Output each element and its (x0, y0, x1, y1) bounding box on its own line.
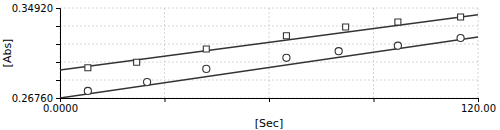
axis-line (61, 99, 479, 103)
tick (56, 80, 60, 81)
tick-mark (56, 8, 60, 9)
square-point (85, 65, 91, 71)
tick: 120.00 (461, 98, 496, 114)
tick-label: 0.0000 (43, 103, 78, 114)
grid-line-x (269, 8, 270, 98)
circle-point (394, 42, 401, 49)
square-point (395, 19, 401, 25)
grid-line-y (60, 26, 478, 27)
grid-line-x (373, 8, 374, 98)
tick (56, 26, 60, 27)
trend-line (60, 15, 478, 70)
tick-mark (478, 98, 479, 102)
x-axis-title: [Sec] (255, 117, 283, 130)
tick-label: 0.26760 (12, 93, 53, 104)
tick-mark (56, 98, 60, 99)
marks (60, 14, 478, 98)
trend-line (60, 37, 478, 98)
square-point (203, 46, 209, 52)
y-axis: 0.26760 0.34920 (12, 3, 61, 104)
tick-mark (56, 44, 60, 45)
grid-line-y (60, 80, 478, 81)
tick: 0.34920 (12, 3, 60, 14)
square-point (134, 59, 140, 65)
square-point (283, 33, 289, 39)
tick (374, 98, 375, 102)
plot: 0.0000 120.00 0.26760 0.34920 (12, 3, 496, 114)
tick (165, 98, 166, 102)
tick (56, 44, 60, 45)
grid-line-x (164, 8, 165, 98)
circle-point (335, 48, 342, 55)
x-axis: 0.0000 120.00 (43, 98, 496, 114)
tick-mark (56, 62, 60, 63)
tick-mark (165, 98, 166, 102)
circle-point (84, 87, 91, 94)
tick-label: 120.00 (461, 103, 496, 114)
tick: 0.26760 (12, 93, 60, 104)
tick-label: 0.34920 (12, 3, 53, 14)
grid (60, 8, 478, 98)
y-axis-title: [Abs] (1, 39, 14, 68)
circle-point (203, 65, 210, 72)
grid-line-y (60, 44, 478, 45)
tick-mark (374, 98, 375, 102)
grid-line-x (478, 8, 479, 98)
tick (269, 98, 270, 102)
grid-line-y (60, 8, 478, 9)
circle-point (144, 79, 151, 86)
tick-mark (56, 26, 60, 27)
tick-mark (269, 98, 270, 102)
tick-mark (56, 80, 60, 81)
axis-line (56, 9, 61, 99)
square-point (458, 14, 464, 20)
square-point (343, 24, 349, 30)
circle-point (457, 34, 464, 41)
tick (56, 62, 60, 63)
chart: 0.0000 120.00 0.26760 0.34920 [Sec] [Abs] (0, 0, 500, 130)
circle-point (283, 54, 290, 61)
